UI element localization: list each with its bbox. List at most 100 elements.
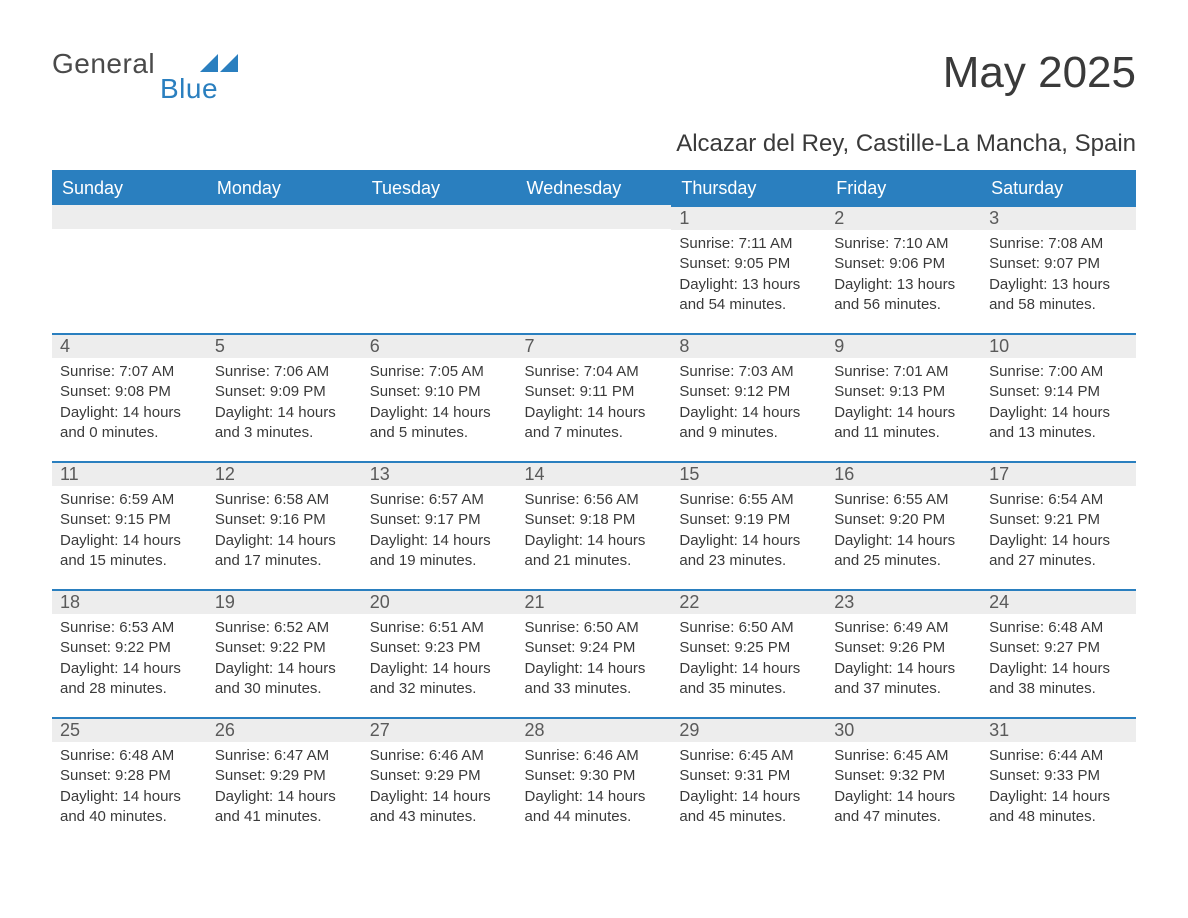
calendar-day-cell [52,205,207,333]
calendar-day-cell: 22Sunrise: 6:50 AMSunset: 9:25 PMDayligh… [671,589,826,717]
weekday-header: Saturday [981,171,1136,205]
day-number: 3 [981,205,1136,230]
daynum-blank [517,205,672,229]
day-body: Sunrise: 6:49 AMSunset: 9:26 PMDaylight:… [826,614,981,703]
calendar-week-row: 1Sunrise: 7:11 AMSunset: 9:05 PMDaylight… [52,205,1136,333]
day-body: Sunrise: 6:51 AMSunset: 9:23 PMDaylight:… [362,614,517,703]
calendar-day-cell: 1Sunrise: 7:11 AMSunset: 9:05 PMDaylight… [671,205,826,333]
weekday-header: Sunday [52,171,207,205]
day-body: Sunrise: 7:04 AMSunset: 9:11 PMDaylight:… [517,358,672,447]
day-number: 12 [207,461,362,486]
calendar-day-cell: 16Sunrise: 6:55 AMSunset: 9:20 PMDayligh… [826,461,981,589]
daynum-blank [52,205,207,229]
weekday-header: Monday [207,171,362,205]
weekday-header: Tuesday [362,171,517,205]
weekday-header: Thursday [671,171,826,205]
day-number: 24 [981,589,1136,614]
header: General Blue May 2025 [52,48,1136,108]
day-body: Sunrise: 6:50 AMSunset: 9:25 PMDaylight:… [671,614,826,703]
day-number: 15 [671,461,826,486]
calendar-day-cell: 10Sunrise: 7:00 AMSunset: 9:14 PMDayligh… [981,333,1136,461]
page-title: May 2025 [943,48,1136,98]
day-number: 19 [207,589,362,614]
day-number: 5 [207,333,362,358]
day-body: Sunrise: 6:55 AMSunset: 9:19 PMDaylight:… [671,486,826,575]
day-number: 17 [981,461,1136,486]
day-number: 1 [671,205,826,230]
day-number: 16 [826,461,981,486]
day-body: Sunrise: 6:48 AMSunset: 9:28 PMDaylight:… [52,742,207,831]
day-number: 2 [826,205,981,230]
calendar-day-cell: 12Sunrise: 6:58 AMSunset: 9:16 PMDayligh… [207,461,362,589]
day-number: 22 [671,589,826,614]
day-body: Sunrise: 7:06 AMSunset: 9:09 PMDaylight:… [207,358,362,447]
day-number: 10 [981,333,1136,358]
calendar-day-cell: 31Sunrise: 6:44 AMSunset: 9:33 PMDayligh… [981,717,1136,845]
calendar-day-cell: 9Sunrise: 7:01 AMSunset: 9:13 PMDaylight… [826,333,981,461]
calendar-day-cell: 21Sunrise: 6:50 AMSunset: 9:24 PMDayligh… [517,589,672,717]
day-body: Sunrise: 6:45 AMSunset: 9:31 PMDaylight:… [671,742,826,831]
calendar-day-cell: 13Sunrise: 6:57 AMSunset: 9:17 PMDayligh… [362,461,517,589]
day-number: 27 [362,717,517,742]
day-number: 4 [52,333,207,358]
day-number: 28 [517,717,672,742]
calendar-head: SundayMondayTuesdayWednesdayThursdayFrid… [52,171,1136,205]
calendar-day-cell: 15Sunrise: 6:55 AMSunset: 9:19 PMDayligh… [671,461,826,589]
daynum-blank [207,205,362,229]
day-body: Sunrise: 6:45 AMSunset: 9:32 PMDaylight:… [826,742,981,831]
calendar-day-cell: 27Sunrise: 6:46 AMSunset: 9:29 PMDayligh… [362,717,517,845]
calendar-day-cell: 26Sunrise: 6:47 AMSunset: 9:29 PMDayligh… [207,717,362,845]
calendar-day-cell: 7Sunrise: 7:04 AMSunset: 9:11 PMDaylight… [517,333,672,461]
calendar-day-cell: 29Sunrise: 6:45 AMSunset: 9:31 PMDayligh… [671,717,826,845]
day-body: Sunrise: 6:46 AMSunset: 9:30 PMDaylight:… [517,742,672,831]
day-body: Sunrise: 7:01 AMSunset: 9:13 PMDaylight:… [826,358,981,447]
day-number: 8 [671,333,826,358]
day-body: Sunrise: 6:57 AMSunset: 9:17 PMDaylight:… [362,486,517,575]
day-body: Sunrise: 6:52 AMSunset: 9:22 PMDaylight:… [207,614,362,703]
calendar-day-cell: 2Sunrise: 7:10 AMSunset: 9:06 PMDaylight… [826,205,981,333]
logo-text-general: General [52,48,155,80]
location-subtitle: Alcazar del Rey, Castille-La Mancha, Spa… [52,130,1136,158]
day-body: Sunrise: 7:11 AMSunset: 9:05 PMDaylight:… [671,230,826,319]
day-body: Sunrise: 6:46 AMSunset: 9:29 PMDaylight:… [362,742,517,831]
logo-triangle-icon [200,50,240,74]
calendar-table: SundayMondayTuesdayWednesdayThursdayFrid… [52,170,1136,845]
calendar-week-row: 18Sunrise: 6:53 AMSunset: 9:22 PMDayligh… [52,589,1136,717]
day-body: Sunrise: 7:10 AMSunset: 9:06 PMDaylight:… [826,230,981,319]
day-number: 30 [826,717,981,742]
day-number: 21 [517,589,672,614]
calendar-day-cell: 6Sunrise: 7:05 AMSunset: 9:10 PMDaylight… [362,333,517,461]
calendar-day-cell: 14Sunrise: 6:56 AMSunset: 9:18 PMDayligh… [517,461,672,589]
calendar-day-cell: 25Sunrise: 6:48 AMSunset: 9:28 PMDayligh… [52,717,207,845]
day-number: 26 [207,717,362,742]
calendar-day-cell: 3Sunrise: 7:08 AMSunset: 9:07 PMDaylight… [981,205,1136,333]
calendar-week-row: 4Sunrise: 7:07 AMSunset: 9:08 PMDaylight… [52,333,1136,461]
day-body: Sunrise: 6:47 AMSunset: 9:29 PMDaylight:… [207,742,362,831]
weekday-header: Wednesday [517,171,672,205]
calendar-day-cell: 24Sunrise: 6:48 AMSunset: 9:27 PMDayligh… [981,589,1136,717]
calendar-day-cell: 4Sunrise: 7:07 AMSunset: 9:08 PMDaylight… [52,333,207,461]
day-body: Sunrise: 6:50 AMSunset: 9:24 PMDaylight:… [517,614,672,703]
calendar-day-cell [517,205,672,333]
day-body: Sunrise: 6:48 AMSunset: 9:27 PMDaylight:… [981,614,1136,703]
calendar-day-cell: 19Sunrise: 6:52 AMSunset: 9:22 PMDayligh… [207,589,362,717]
calendar-week-row: 25Sunrise: 6:48 AMSunset: 9:28 PMDayligh… [52,717,1136,845]
calendar-day-cell: 30Sunrise: 6:45 AMSunset: 9:32 PMDayligh… [826,717,981,845]
day-number: 20 [362,589,517,614]
calendar-day-cell: 8Sunrise: 7:03 AMSunset: 9:12 PMDaylight… [671,333,826,461]
day-body: Sunrise: 6:56 AMSunset: 9:18 PMDaylight:… [517,486,672,575]
calendar-day-cell: 20Sunrise: 6:51 AMSunset: 9:23 PMDayligh… [362,589,517,717]
day-number: 29 [671,717,826,742]
day-body: Sunrise: 7:05 AMSunset: 9:10 PMDaylight:… [362,358,517,447]
day-body: Sunrise: 7:08 AMSunset: 9:07 PMDaylight:… [981,230,1136,319]
day-number: 6 [362,333,517,358]
calendar-week-row: 11Sunrise: 6:59 AMSunset: 9:15 PMDayligh… [52,461,1136,589]
day-number: 9 [826,333,981,358]
logo-text-blue: Blue [160,73,218,105]
day-number: 14 [517,461,672,486]
day-body: Sunrise: 6:58 AMSunset: 9:16 PMDaylight:… [207,486,362,575]
calendar-day-cell: 23Sunrise: 6:49 AMSunset: 9:26 PMDayligh… [826,589,981,717]
calendar-day-cell: 28Sunrise: 6:46 AMSunset: 9:30 PMDayligh… [517,717,672,845]
day-number: 31 [981,717,1136,742]
day-body: Sunrise: 6:55 AMSunset: 9:20 PMDaylight:… [826,486,981,575]
